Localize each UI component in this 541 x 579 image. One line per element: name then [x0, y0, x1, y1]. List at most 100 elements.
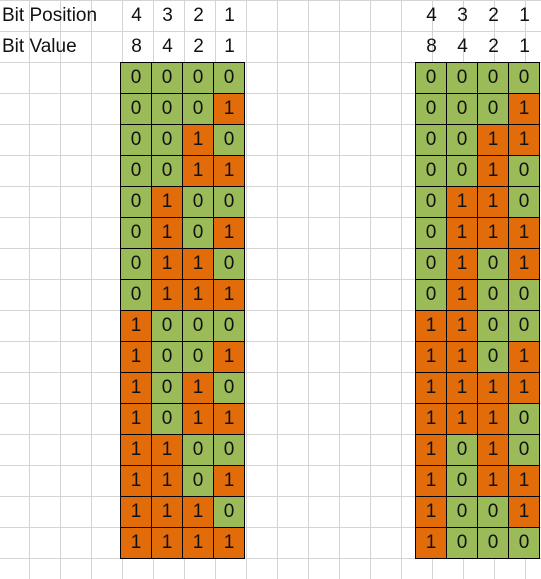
binary-cell[interactable]: 1: [183, 404, 214, 435]
binary-cell[interactable]: 1: [214, 528, 245, 559]
binary-cell[interactable]: 1: [214, 156, 245, 187]
binary-cell[interactable]: 0: [183, 435, 214, 466]
binary-cell[interactable]: 0: [152, 156, 183, 187]
binary-cell[interactable]: 1: [214, 218, 245, 249]
gray-cell[interactable]: 1: [447, 218, 478, 249]
gray-cell[interactable]: 0: [416, 218, 447, 249]
gray-cell[interactable]: 0: [509, 528, 540, 559]
gray-cell[interactable]: 0: [478, 249, 509, 280]
binary-cell[interactable]: 0: [214, 311, 245, 342]
binary-cell[interactable]: 1: [152, 466, 183, 497]
gray-cell[interactable]: 0: [478, 528, 509, 559]
binary-cell[interactable]: 0: [152, 125, 183, 156]
binary-cell[interactable]: 0: [214, 249, 245, 280]
gray-cell[interactable]: 1: [478, 435, 509, 466]
binary-cell[interactable]: 0: [152, 63, 183, 94]
binary-cell[interactable]: 0: [121, 249, 152, 280]
gray-cell[interactable]: 1: [447, 280, 478, 311]
binary-cell[interactable]: 0: [152, 404, 183, 435]
gray-cell[interactable]: 1: [416, 435, 447, 466]
gray-cell[interactable]: 1: [447, 311, 478, 342]
gray-cell[interactable]: 0: [447, 466, 478, 497]
binary-cell[interactable]: 0: [214, 435, 245, 466]
gray-cell[interactable]: 0: [509, 435, 540, 466]
gray-cell[interactable]: 1: [416, 528, 447, 559]
binary-cell[interactable]: 1: [152, 528, 183, 559]
gray-cell[interactable]: 1: [447, 373, 478, 404]
gray-cell[interactable]: 1: [447, 249, 478, 280]
binary-cell[interactable]: 1: [152, 249, 183, 280]
binary-cell[interactable]: 1: [183, 249, 214, 280]
binary-cell[interactable]: 1: [214, 280, 245, 311]
gray-cell[interactable]: 1: [447, 404, 478, 435]
binary-cell[interactable]: 0: [214, 187, 245, 218]
binary-cell[interactable]: 1: [183, 125, 214, 156]
binary-cell[interactable]: 0: [214, 125, 245, 156]
binary-cell[interactable]: 1: [183, 156, 214, 187]
gray-cell[interactable]: 0: [416, 94, 447, 125]
gray-cell[interactable]: 0: [416, 249, 447, 280]
binary-cell[interactable]: 0: [214, 63, 245, 94]
binary-cell[interactable]: 0: [183, 63, 214, 94]
binary-cell[interactable]: 1: [121, 466, 152, 497]
gray-cell[interactable]: 1: [416, 342, 447, 373]
gray-cell[interactable]: 1: [416, 404, 447, 435]
binary-cell[interactable]: 1: [152, 280, 183, 311]
gray-cell[interactable]: 0: [416, 156, 447, 187]
binary-cell[interactable]: 1: [121, 435, 152, 466]
gray-cell[interactable]: 1: [447, 187, 478, 218]
gray-cell[interactable]: 1: [416, 311, 447, 342]
binary-cell[interactable]: 1: [214, 342, 245, 373]
binary-cell[interactable]: 1: [121, 342, 152, 373]
gray-cell[interactable]: 0: [509, 311, 540, 342]
gray-cell[interactable]: 1: [478, 466, 509, 497]
binary-cell[interactable]: 0: [121, 94, 152, 125]
binary-cell[interactable]: 0: [121, 125, 152, 156]
binary-cell[interactable]: 1: [183, 280, 214, 311]
binary-cell[interactable]: 1: [183, 373, 214, 404]
binary-cell[interactable]: 0: [214, 373, 245, 404]
binary-cell[interactable]: 1: [121, 373, 152, 404]
gray-cell[interactable]: 0: [509, 156, 540, 187]
gray-cell[interactable]: 0: [509, 404, 540, 435]
binary-cell[interactable]: 0: [152, 342, 183, 373]
gray-cell[interactable]: 1: [509, 497, 540, 528]
binary-cell[interactable]: 0: [152, 94, 183, 125]
gray-cell[interactable]: 1: [509, 94, 540, 125]
gray-cell[interactable]: 0: [509, 187, 540, 218]
binary-cell[interactable]: 0: [121, 63, 152, 94]
binary-cell[interactable]: 1: [152, 218, 183, 249]
gray-cell[interactable]: 0: [447, 156, 478, 187]
binary-cell[interactable]: 0: [121, 156, 152, 187]
binary-cell[interactable]: 0: [183, 466, 214, 497]
gray-cell[interactable]: 0: [447, 63, 478, 94]
binary-cell[interactable]: 1: [214, 466, 245, 497]
binary-cell[interactable]: 0: [121, 218, 152, 249]
binary-cell[interactable]: 1: [152, 497, 183, 528]
binary-cell[interactable]: 1: [183, 528, 214, 559]
gray-cell[interactable]: 0: [447, 125, 478, 156]
binary-cell[interactable]: 1: [214, 404, 245, 435]
gray-cell[interactable]: 1: [416, 373, 447, 404]
gray-cell[interactable]: 0: [509, 280, 540, 311]
gray-cell[interactable]: 1: [478, 187, 509, 218]
binary-cell[interactable]: 0: [152, 311, 183, 342]
gray-cell[interactable]: 0: [447, 435, 478, 466]
binary-cell[interactable]: 1: [152, 187, 183, 218]
gray-cell[interactable]: 0: [478, 311, 509, 342]
gray-cell[interactable]: 1: [509, 218, 540, 249]
binary-cell[interactable]: 0: [121, 280, 152, 311]
binary-cell[interactable]: 0: [152, 373, 183, 404]
binary-cell[interactable]: 0: [183, 187, 214, 218]
gray-cell[interactable]: 1: [416, 497, 447, 528]
binary-cell[interactable]: 1: [214, 94, 245, 125]
gray-cell[interactable]: 1: [478, 404, 509, 435]
binary-cell[interactable]: 0: [183, 311, 214, 342]
gray-cell[interactable]: 0: [478, 280, 509, 311]
binary-cell[interactable]: 1: [183, 497, 214, 528]
gray-cell[interactable]: 1: [447, 342, 478, 373]
gray-cell[interactable]: 1: [509, 342, 540, 373]
gray-cell[interactable]: 0: [416, 187, 447, 218]
binary-cell[interactable]: 1: [121, 497, 152, 528]
